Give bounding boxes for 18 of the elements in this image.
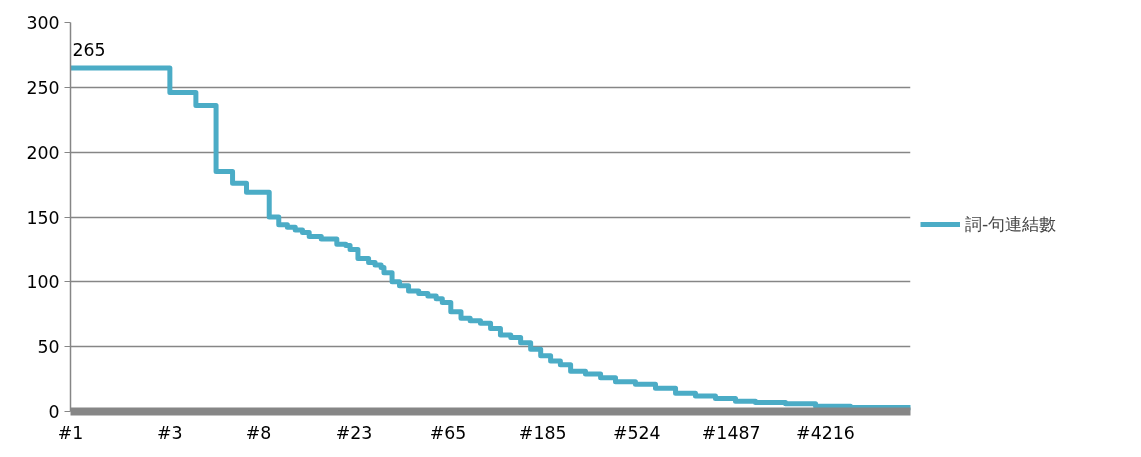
y-tick-label: 250 bbox=[26, 77, 60, 98]
x-tick-label: #8 bbox=[245, 422, 272, 443]
x-tick-label: #1 bbox=[57, 422, 84, 443]
legend-label: 詞-句連結數 bbox=[965, 213, 1057, 236]
y-tick-label: 150 bbox=[26, 207, 60, 228]
y-tick-label: 0 bbox=[48, 402, 60, 422]
y-tick-label: 50 bbox=[37, 337, 60, 358]
y-tick-label: 100 bbox=[26, 272, 60, 293]
x-tick-label: #1487 bbox=[701, 422, 761, 443]
y-tick-label: 200 bbox=[26, 142, 60, 163]
x-tick-label: #23 bbox=[335, 422, 373, 443]
x-tick-label: #524 bbox=[613, 422, 661, 443]
x-tick-label: #65 bbox=[429, 422, 467, 443]
y-tick-label: 300 bbox=[26, 13, 60, 33]
x-tick-label: #185 bbox=[518, 422, 567, 443]
x-tick-label: #4216 bbox=[796, 422, 855, 443]
annotation: 265 bbox=[72, 39, 106, 60]
x-tick-label: #3 bbox=[157, 422, 183, 443]
